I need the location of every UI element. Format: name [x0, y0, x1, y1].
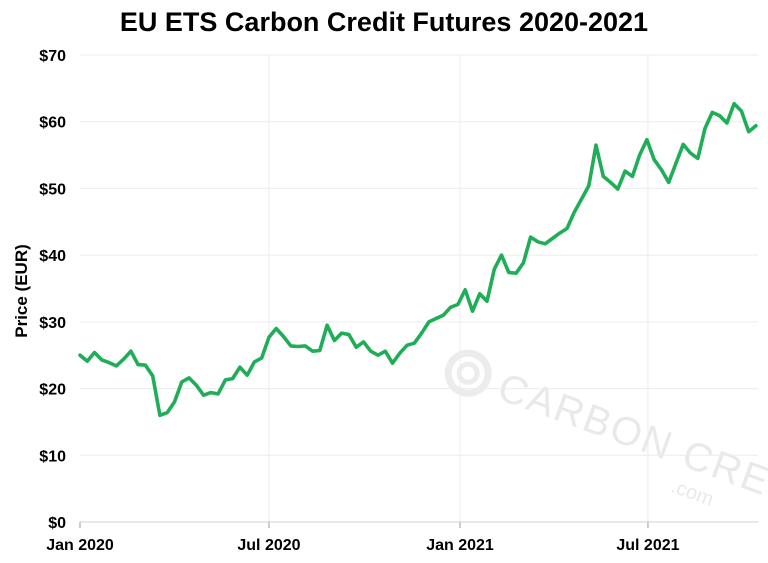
- y-tick-label: $40: [39, 248, 66, 265]
- x-tick-label: Jul 2020: [237, 537, 300, 554]
- x-tick-label: Jan 2021: [426, 537, 494, 554]
- price-series-line: [78, 101, 758, 418]
- y-tick-label: $60: [39, 115, 66, 132]
- y-tick-label: $10: [39, 448, 66, 465]
- data-series: [78, 101, 758, 418]
- y-axis-ticks: $0 $10 $20 $30 $40 $50 $60 $70: [39, 48, 66, 532]
- x-axis-ticks: Jan 2020 Jul 2020 Jan 2021 Jul 2021: [46, 522, 680, 554]
- y-axis-label: Price (EUR): [12, 244, 31, 338]
- gridlines: [80, 54, 758, 522]
- y-tick-label: $70: [39, 48, 66, 65]
- x-tick-label: Jan 2020: [46, 537, 114, 554]
- y-tick-label: $30: [39, 315, 66, 332]
- carbon-credits-watermark: CARBON CREDITS .com: [444, 349, 768, 538]
- watermark-brand-text: CARBON CREDITS: [492, 365, 768, 538]
- y-tick-label: $0: [48, 515, 66, 532]
- y-tick-label: $20: [39, 382, 66, 399]
- chart-title: EU ETS Carbon Credit Futures 2020-2021: [120, 7, 648, 37]
- watermark-logo-icon: [444, 349, 492, 397]
- x-tick-label: Jul 2021: [616, 537, 679, 554]
- y-tick-label: $50: [39, 181, 66, 198]
